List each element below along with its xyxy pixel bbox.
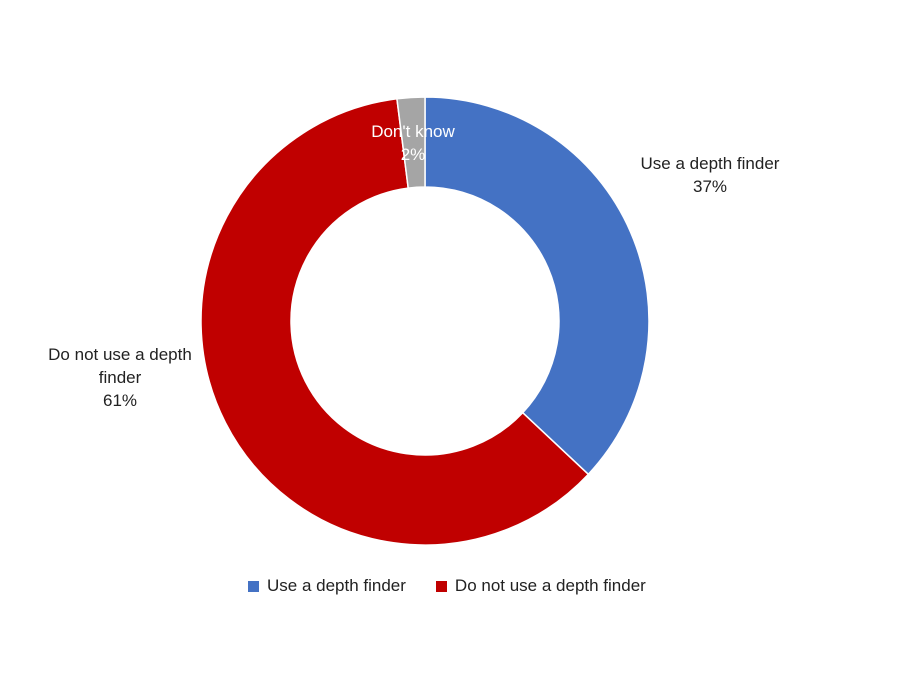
legend-swatch-donot: [435, 580, 447, 592]
data-label-donot-name: Do not use a depth: [48, 345, 192, 364]
data-label-use: Use a depth finder 37%: [615, 152, 805, 198]
data-label-dontknow-name: Don't know: [371, 122, 455, 141]
legend-item-donot: Do not use a depth finder: [435, 576, 646, 596]
data-label-use-name: Use a depth finder: [640, 154, 780, 173]
data-label-dontknow: Don't know 2%: [353, 120, 473, 166]
data-label-use-value: 37%: [692, 177, 728, 196]
legend-item-use: Use a depth finder: [248, 576, 406, 596]
slice-don-t-know: [396, 96, 426, 189]
legend-label-use: Use a depth finder: [267, 576, 406, 595]
legend: Use a depth finder Do not use a depth fi…: [248, 576, 646, 596]
data-label-dontknow-value: 2%: [400, 145, 426, 164]
data-label-donot-value: 61%: [102, 391, 138, 410]
slice-do-not-use-a-depth-finder: [200, 97, 590, 546]
data-label-donot: Do not use a depth finder 61%: [25, 343, 215, 412]
legend-label-donot: Do not use a depth finder: [454, 576, 646, 595]
legend-swatch-use: [248, 580, 259, 592]
data-label-donot-name-cont: finder: [98, 368, 142, 387]
slice-use-a-depth-finder: [424, 96, 650, 476]
